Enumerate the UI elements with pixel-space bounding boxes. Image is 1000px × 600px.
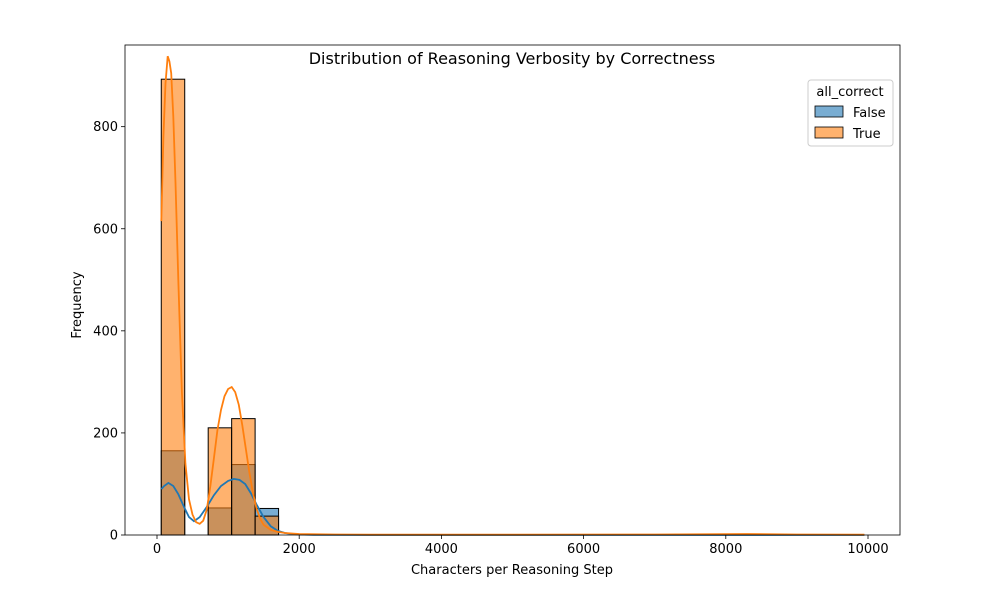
x-tick-label-8000: 8000 bbox=[709, 542, 742, 557]
chart-title: Distribution of Reasoning Verbosity by C… bbox=[309, 49, 716, 68]
y-tick-label-800: 800 bbox=[93, 120, 118, 135]
kde-line-true bbox=[160, 55, 865, 536]
x-tick-label-6000: 6000 bbox=[567, 542, 600, 557]
x-tick-label-10000: 10000 bbox=[847, 542, 888, 557]
y-axis-ticks: 0 200 400 600 800 bbox=[93, 120, 125, 544]
plot-area bbox=[160, 55, 865, 536]
bar-true-4 bbox=[254, 515, 280, 536]
y-axis-label: Frequency bbox=[70, 271, 85, 338]
y-tick-label-0: 0 bbox=[110, 529, 118, 544]
plot-frame bbox=[124, 44, 901, 536]
x-axis-ticks: 0 2000 4000 6000 8000 10000 bbox=[153, 535, 889, 557]
x-axis-label: Characters per Reasoning Step bbox=[411, 563, 613, 578]
legend-label-false: False bbox=[853, 106, 886, 121]
y-tick-label-600: 600 bbox=[93, 222, 118, 237]
y-tick-label-200: 200 bbox=[93, 426, 118, 441]
legend-title: all_correct bbox=[816, 85, 883, 100]
x-tick-label-0: 0 bbox=[153, 542, 161, 557]
x-tick-label-2000: 2000 bbox=[283, 542, 316, 557]
legend-swatch-false bbox=[814, 105, 844, 118]
bar-true-0 bbox=[160, 78, 186, 536]
x-tick-label-4000: 4000 bbox=[425, 542, 458, 557]
legend: all_correct False True bbox=[807, 79, 894, 147]
y-tick-label-400: 400 bbox=[93, 324, 118, 339]
legend-label-true: True bbox=[852, 127, 881, 142]
legend-swatch-true bbox=[814, 126, 844, 139]
kde-lines bbox=[160, 55, 865, 536]
